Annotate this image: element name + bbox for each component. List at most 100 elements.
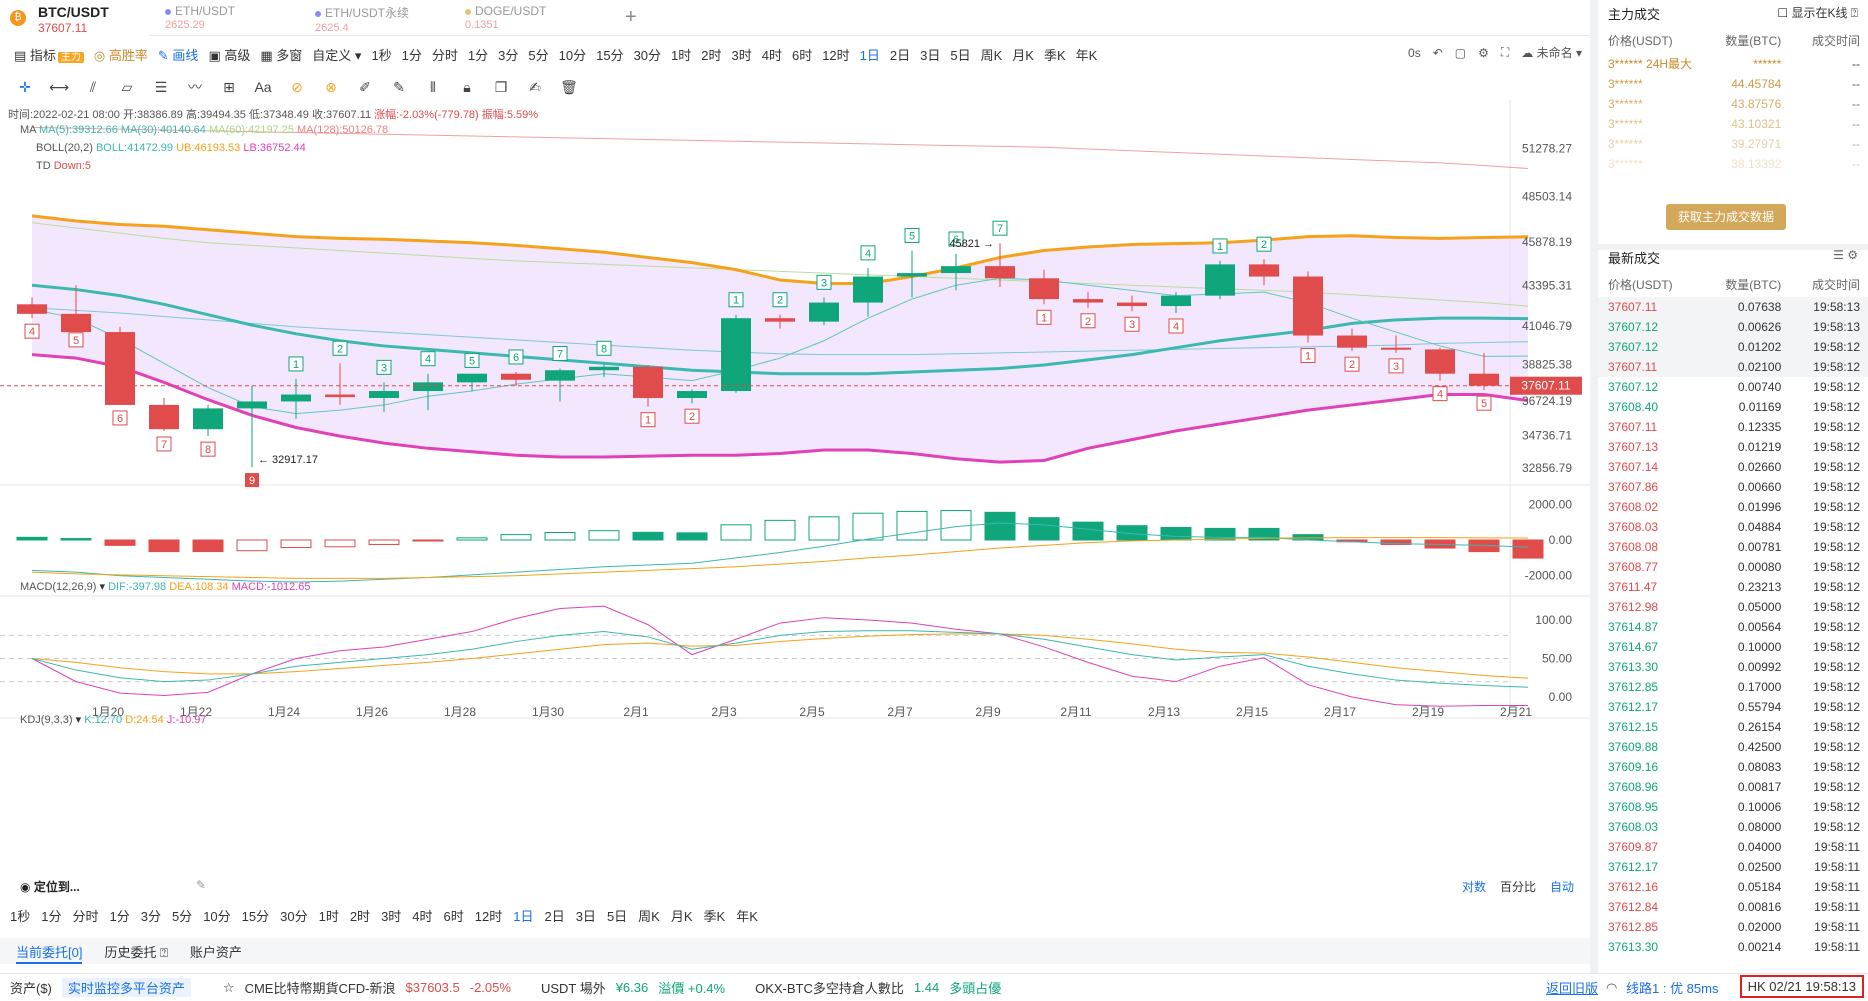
btf-1s[interactable]: 1秒 [10, 909, 31, 924]
measure-icon[interactable]: ⊞ [223, 78, 235, 95]
rectangle-icon[interactable]: ▱ [121, 78, 133, 95]
monitor-assets-button[interactable]: 实时监控多平台资产 [61, 978, 191, 997]
draw-line-button[interactable]: ✎ 画线 [157, 47, 199, 63]
candle-body [369, 391, 399, 398]
btf-5m[interactable]: 5分 [171, 909, 193, 924]
trend-line-icon[interactable]: ⫽ [89, 78, 97, 95]
ruler-icon[interactable]: ✐ [359, 78, 371, 95]
tab-btc-usdt[interactable]: ₿ BTC/USDT 37607.11 [0, 0, 150, 36]
tf-1s[interactable]: 1秒 [371, 47, 392, 63]
btf-3h[interactable]: 3时 [381, 909, 402, 924]
multi-window-button[interactable]: ▦ 多窗 [260, 47, 303, 63]
tf-30m[interactable]: 30分 [633, 47, 662, 63]
line-status[interactable]: 线路1 : 优 85ms [1626, 981, 1719, 996]
tf-5m[interactable]: 5分 [528, 47, 549, 63]
log-scale-toggle[interactable]: 对数 [1461, 880, 1486, 894]
btf-year[interactable]: 年K [736, 909, 758, 924]
bars-icon[interactable]: ⦀ [429, 78, 437, 95]
btf-6h[interactable]: 6时 [443, 909, 464, 924]
tf-week[interactable]: 周K [980, 47, 1003, 63]
layout-dropdown[interactable]: ☁ 未命名 ▾ [1521, 46, 1582, 60]
tab-doge-usdt[interactable]: DOGE/USDT 0.1351 [455, 0, 605, 36]
old-version-link[interactable]: 返回旧版 [1546, 981, 1599, 996]
tab-account-assets[interactable]: 账户资产 [189, 945, 242, 960]
btf-timeline[interactable]: 分时 [72, 909, 99, 924]
tf-12h[interactable]: 12时 [822, 47, 850, 63]
filter-icon[interactable]: ☰ ⚙ [1833, 248, 1858, 262]
hide-icon[interactable]: ⊗ [325, 78, 337, 95]
tf-1d[interactable]: 1日 [859, 47, 880, 63]
tab-order-history[interactable]: 历史委托 ⍰ [104, 945, 168, 960]
trade-qty: 0.00817 [1737, 780, 1782, 794]
info-change: 涨幅:-2.03%(-779.78) [374, 109, 479, 121]
candlestick-chart[interactable]: 4 5 6 7 8 9 1 2 3 4 5 6 7 8 1 2 1 2 3 4 5 6 7 1 2 3 4 1 2 1 2 3 4 5 45821 … [0, 100, 1590, 928]
fetch-main-force-button[interactable]: 获取主力成交数据 [1666, 204, 1786, 230]
tf-month[interactable]: 月K [1012, 47, 1034, 63]
tf-1m[interactable]: 1分 [401, 47, 422, 63]
btf-5d[interactable]: 5日 [606, 909, 628, 924]
btf-week[interactable]: 周K [638, 909, 660, 924]
percent-toggle[interactable]: 百分比 [1499, 880, 1536, 894]
btf-month[interactable]: 月K [670, 909, 693, 924]
tab-eth-usdt-perp[interactable]: ETH/USDT永续 2625.4 [305, 0, 455, 36]
locate-input[interactable]: ◉ 定位到... [20, 880, 80, 894]
tf-2h[interactable]: 2时 [701, 47, 722, 63]
btf-1m-b[interactable]: 1分 [109, 909, 130, 924]
tf-3h[interactable]: 3时 [731, 47, 752, 63]
custom-dropdown[interactable]: 自定义 ▾ [312, 47, 362, 63]
undo-icon[interactable]: ↶ [1432, 45, 1443, 60]
tab-current-orders[interactable]: 当前委托[0] [16, 942, 83, 964]
btf-10m[interactable]: 10分 [203, 909, 231, 924]
crosshair-icon[interactable]: ✛ [19, 78, 31, 95]
lock-icon[interactable]: 🔒︎ [463, 78, 471, 95]
tf-6h[interactable]: 6时 [791, 47, 813, 63]
btf-2d[interactable]: 2日 [544, 909, 565, 924]
btf-1d[interactable]: 1日 [513, 909, 534, 924]
btf-1m[interactable]: 1分 [41, 909, 62, 924]
fib-icon[interactable]: ☰ [154, 78, 168, 95]
candle-body [941, 266, 971, 274]
btf-quarter[interactable]: 季K [703, 909, 726, 924]
tf-10m[interactable]: 10分 [558, 47, 587, 63]
trade-row: 37612.16 0.05184 19:58:11 [1598, 877, 1868, 897]
tab-eth-usdt[interactable]: ETH/USDT 2625.29 [155, 0, 305, 36]
add-tab-icon[interactable]: + [625, 6, 637, 28]
tf-1m-b[interactable]: 1分 [467, 47, 489, 63]
pin-icon[interactable]: ☆ [222, 979, 235, 995]
horizontal-line-icon[interactable]: ⟷ [48, 78, 70, 95]
edit-icon[interactable]: ✍ [529, 78, 541, 95]
gear-icon[interactable]: ⚙ [1478, 45, 1489, 60]
tf-3d[interactable]: 3日 [920, 47, 941, 63]
show-in-k-checkbox[interactable]: ☐ 显示在K线 ⍰ [1777, 6, 1858, 20]
win-rate-button[interactable]: ◎ 高胜率 [93, 47, 148, 63]
wave-icon[interactable]: 〰 [188, 79, 202, 95]
copy-icon[interactable]: ❐ [494, 78, 508, 95]
indicator-button[interactable]: ▤ 指标 主力 [14, 45, 84, 64]
magnet-icon[interactable]: ⊘ [291, 78, 303, 95]
fullscreen-icon[interactable]: ⛶ [1500, 45, 1510, 59]
advanced-button[interactable]: ▣ 高级 [208, 47, 251, 63]
btf-15m[interactable]: 15分 [241, 909, 270, 924]
btf-3d[interactable]: 3日 [575, 909, 596, 924]
calendar-icon[interactable]: ✎ [196, 878, 207, 892]
tf-3m[interactable]: 3分 [498, 47, 519, 63]
trash-icon[interactable]: 🗑︎ [560, 78, 578, 95]
tf-4h[interactable]: 4时 [761, 47, 782, 63]
btf-12h[interactable]: 12时 [474, 909, 503, 924]
btf-3m[interactable]: 3分 [140, 909, 161, 924]
btf-30m[interactable]: 30分 [280, 909, 308, 924]
tf-1h[interactable]: 1时 [671, 47, 692, 63]
brush-icon[interactable]: ✎ [393, 78, 405, 95]
tf-quarter[interactable]: 季K [1043, 47, 1066, 63]
tf-5d[interactable]: 5日 [950, 47, 971, 63]
tf-2d[interactable]: 2日 [889, 47, 911, 63]
tf-15m[interactable]: 15分 [596, 47, 624, 63]
tf-year[interactable]: 年K [1075, 47, 1098, 63]
camera-icon[interactable]: ▢ [1454, 45, 1467, 60]
text-icon[interactable]: Aa [254, 79, 272, 95]
btf-1h[interactable]: 1时 [318, 909, 339, 924]
tf-timeline[interactable]: 分时 [431, 47, 458, 63]
btf-2h[interactable]: 2时 [349, 909, 371, 924]
auto-toggle[interactable]: 自动 [1549, 880, 1574, 894]
btf-4h[interactable]: 4时 [412, 909, 433, 924]
